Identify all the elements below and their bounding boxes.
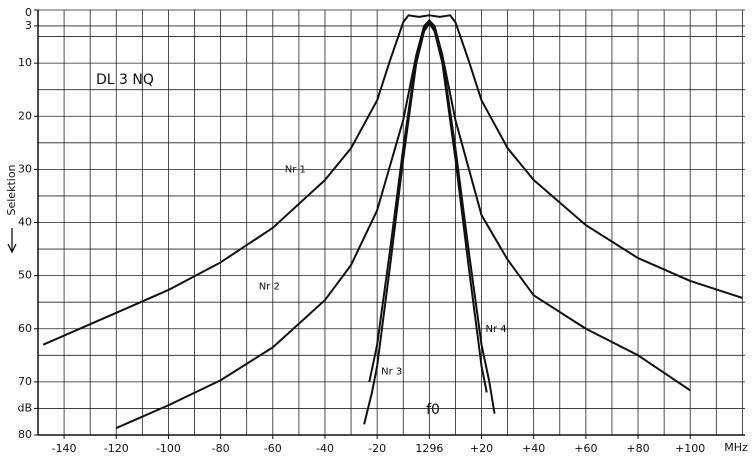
y-tick-label: 60	[18, 322, 32, 335]
x-tick-label: -80	[212, 442, 230, 455]
x-tick-label: +40	[522, 442, 545, 455]
x-tick-label: -140	[52, 442, 77, 455]
curve-label: Nr 3	[381, 366, 402, 377]
x-tick-label: -20	[368, 442, 386, 455]
y-tick-label: 50	[18, 269, 32, 282]
y-tick-label: 20	[18, 109, 32, 122]
x-tick-label: +20	[470, 442, 493, 455]
center-label: f0	[426, 402, 440, 418]
curve-label: Nr 1	[285, 164, 306, 175]
curve-label: Nr 4	[486, 324, 507, 335]
x-tick-label: 1296	[415, 442, 443, 455]
curve	[42, 14, 743, 346]
x-axis-label: MHz	[724, 441, 748, 454]
x-tick-label: +80	[626, 442, 649, 455]
y-tick-label: 40	[18, 216, 32, 229]
y-tick-label: 3	[25, 19, 32, 32]
x-tick-label: -60	[264, 442, 282, 455]
y-tick-label: dB	[17, 401, 32, 414]
curve-label: Nr 2	[259, 281, 280, 292]
x-tick-label: -40	[316, 442, 334, 455]
curve	[363, 22, 488, 425]
annotation: DL 3 NQ	[96, 72, 154, 88]
y-tick-label: 30	[18, 162, 32, 175]
y-axis-arrow	[7, 228, 17, 254]
y-tick-label: 0	[25, 6, 32, 19]
y-tick-label: 80	[18, 428, 32, 441]
y-tick-label: 10	[18, 56, 32, 69]
y-axis-label: Selektion	[5, 164, 18, 215]
x-tick-label: +60	[574, 442, 597, 455]
x-tick-label: -120	[104, 442, 129, 455]
y-tick-label: 70	[18, 375, 32, 388]
x-tick-label: +100	[675, 442, 705, 455]
curve	[368, 19, 496, 414]
x-tick-label: -100	[156, 442, 181, 455]
